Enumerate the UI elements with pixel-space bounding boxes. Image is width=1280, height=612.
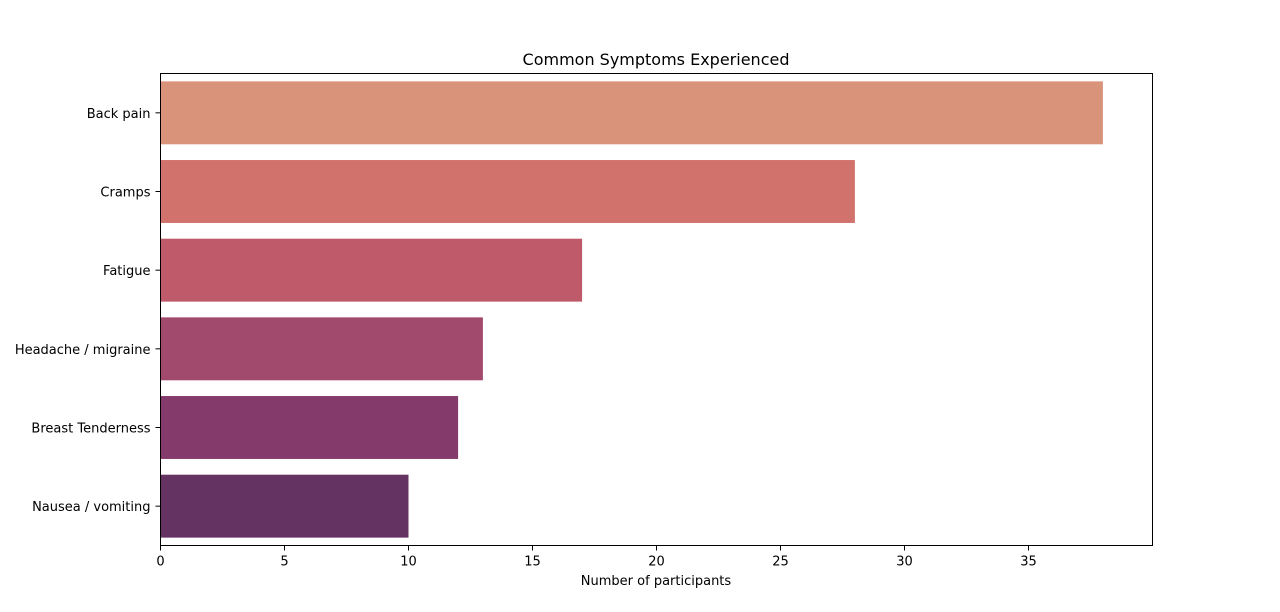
x-tick-label: 20: [648, 555, 665, 570]
y-tick-label: Cramps: [100, 186, 150, 201]
bar-back-pain: [160, 81, 1103, 145]
x-tick-label: 35: [1020, 555, 1037, 570]
x-tick-label: 25: [772, 555, 789, 570]
bar-fatigue: [160, 238, 583, 302]
bar-breast-tenderness: [160, 396, 459, 459]
x-axis-ticks: 0 5 10 15 20 25 30 35: [156, 545, 1037, 570]
x-tick-label: 10: [400, 555, 417, 570]
x-tick-label: 5: [280, 555, 288, 570]
x-tick-label: 15: [524, 555, 541, 570]
plot-frame: [160, 73, 1153, 546]
y-tick-label: Fatigue: [103, 264, 150, 279]
y-tick-label: Nausea / vomiting: [32, 500, 150, 515]
x-axis-label: Number of participants: [581, 574, 732, 589]
y-tick-label: Back pain: [87, 107, 151, 122]
x-tick-label: 0: [156, 555, 164, 570]
bar-headache-migraine: [160, 317, 483, 381]
y-axis-ticks: Back pain Cramps Fatigue Headache / migrain…: [15, 107, 161, 515]
bar-nausea-vomiting: [160, 474, 409, 538]
y-tick-label: Breast Tenderness: [31, 422, 150, 437]
x-tick-label: 30: [896, 555, 913, 570]
bars-group: [160, 81, 1103, 538]
y-tick-label: Headache / migraine: [15, 343, 151, 358]
chart-title: Common Symptoms Experienced: [523, 50, 790, 69]
bar-cramps: [160, 160, 855, 223]
